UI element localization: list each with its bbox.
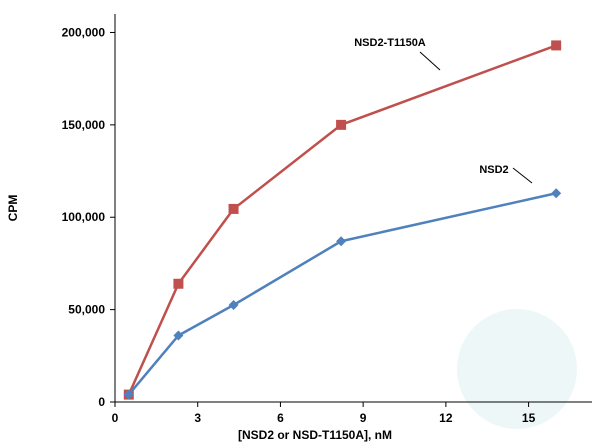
x-tick-label: 12: [439, 411, 453, 425]
series-label-nsd2-t1150a: NSD2-T1150A: [354, 37, 426, 49]
x-ticks: 0 3 6 9 12 15: [112, 402, 536, 425]
axes: [114, 14, 592, 403]
data-point-nsd2: [336, 236, 347, 247]
data-point-nsd2: [123, 389, 134, 400]
series-group: [123, 40, 562, 400]
x-tick-label: 6: [277, 411, 284, 425]
x-axis-title: [NSD2 or NSD-T1150A], nM: [238, 428, 392, 442]
background-watermark-circle: [457, 309, 577, 429]
y-tick-label: 50,000: [68, 303, 105, 317]
y-tick-label: 100,000: [62, 210, 106, 224]
x-tick-label: 9: [360, 411, 367, 425]
data-point-nsd2: [551, 188, 562, 199]
data-point-nsd2-t1150a: [336, 119, 347, 130]
data-point-nsd2-t1150a: [228, 203, 239, 214]
data-point-nsd2-t1150a: [173, 278, 184, 289]
y-ticks: 0 50,000 100,000 150,000 200,000: [62, 25, 115, 409]
data-point-nsd2: [173, 330, 184, 341]
series-label-nsd2: NSD2: [479, 164, 508, 176]
series-label-leader-nsd2-t1150a: [419, 51, 441, 71]
x-tick-label: 15: [522, 411, 536, 425]
x-tick-label: 0: [112, 411, 119, 425]
x-tick-label: 3: [194, 411, 201, 425]
y-tick-label: 200,000: [62, 25, 106, 39]
y-tick-label: 150,000: [62, 118, 106, 132]
y-axis-title: CPM: [6, 195, 20, 222]
data-point-nsd2-t1150a: [551, 40, 562, 51]
y-tick-label: 0: [98, 395, 105, 409]
series-label-leader-nsd2: [512, 167, 533, 184]
data-point-nsd2: [228, 300, 239, 310]
